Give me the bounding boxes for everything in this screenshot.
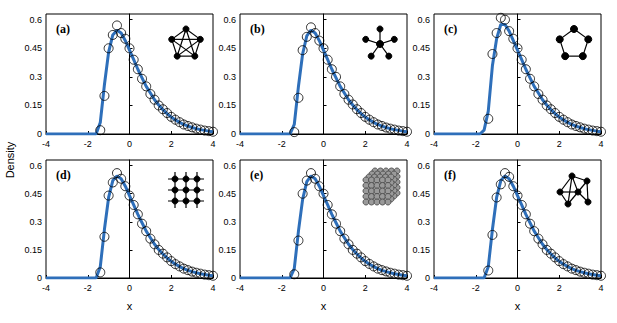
svg-text:-2: -2 <box>278 139 286 149</box>
svg-text:2: 2 <box>363 139 368 149</box>
svg-text:0.15: 0.15 <box>412 100 430 110</box>
svg-text:0.6: 0.6 <box>417 15 430 25</box>
svg-text:2: 2 <box>169 283 174 293</box>
svg-text:0: 0 <box>321 283 326 293</box>
svg-text:2: 2 <box>557 283 562 293</box>
svg-text:0.6: 0.6 <box>223 161 236 171</box>
svg-text:-4: -4 <box>236 283 244 293</box>
svg-text:4: 4 <box>210 139 215 149</box>
svg-text:-2: -2 <box>278 283 286 293</box>
svg-text:-2: -2 <box>472 283 480 293</box>
svg-text:0: 0 <box>515 283 520 293</box>
svg-text:0.45: 0.45 <box>412 189 430 199</box>
svg-text:0: 0 <box>515 139 520 149</box>
svg-text:2: 2 <box>557 139 562 149</box>
svg-text:0: 0 <box>425 129 430 139</box>
svg-text:(c): (c) <box>444 22 457 36</box>
svg-text:x: x <box>515 300 521 312</box>
svg-text:-4: -4 <box>42 139 50 149</box>
svg-text:2: 2 <box>363 283 368 293</box>
svg-text:4: 4 <box>598 139 603 149</box>
svg-text:0.3: 0.3 <box>417 72 430 82</box>
svg-text:0: 0 <box>321 139 326 149</box>
svg-text:(d): (d) <box>56 168 71 182</box>
svg-text:Density: Density <box>4 141 16 178</box>
svg-text:0: 0 <box>127 139 132 149</box>
svg-text:0.6: 0.6 <box>223 15 236 25</box>
svg-text:0.6: 0.6 <box>29 15 42 25</box>
svg-text:0.3: 0.3 <box>223 72 236 82</box>
svg-text:4: 4 <box>404 283 409 293</box>
svg-text:-2: -2 <box>84 283 92 293</box>
svg-text:0.15: 0.15 <box>24 100 42 110</box>
svg-text:(b): (b) <box>250 22 265 36</box>
svg-text:0.45: 0.45 <box>24 43 42 53</box>
svg-text:0: 0 <box>37 273 42 283</box>
svg-text:2: 2 <box>169 139 174 149</box>
svg-text:0.45: 0.45 <box>218 43 236 53</box>
svg-text:0.15: 0.15 <box>218 100 236 110</box>
svg-text:0.6: 0.6 <box>29 161 42 171</box>
svg-text:(f): (f) <box>444 168 456 182</box>
svg-text:x: x <box>127 300 133 312</box>
svg-text:-4: -4 <box>42 283 50 293</box>
svg-text:-4: -4 <box>236 139 244 149</box>
svg-text:x: x <box>321 300 327 312</box>
svg-text:4: 4 <box>404 139 409 149</box>
svg-text:0.45: 0.45 <box>412 43 430 53</box>
svg-text:0.15: 0.15 <box>412 245 430 255</box>
svg-text:0: 0 <box>231 273 236 283</box>
svg-text:(a): (a) <box>56 22 70 36</box>
svg-text:0.3: 0.3 <box>223 217 236 227</box>
svg-text:0.3: 0.3 <box>29 72 42 82</box>
svg-text:0: 0 <box>127 283 132 293</box>
svg-text:-4: -4 <box>430 139 438 149</box>
svg-text:0.45: 0.45 <box>218 189 236 199</box>
svg-text:4: 4 <box>210 283 215 293</box>
svg-text:-2: -2 <box>472 139 480 149</box>
svg-text:0: 0 <box>425 273 430 283</box>
svg-text:0: 0 <box>231 129 236 139</box>
svg-text:-2: -2 <box>84 139 92 149</box>
svg-text:0.3: 0.3 <box>29 217 42 227</box>
svg-text:0.15: 0.15 <box>218 245 236 255</box>
svg-text:4: 4 <box>598 283 603 293</box>
svg-text:(e): (e) <box>250 168 263 182</box>
svg-text:0.15: 0.15 <box>24 245 42 255</box>
svg-text:0: 0 <box>37 129 42 139</box>
svg-text:-4: -4 <box>430 283 438 293</box>
svg-text:0.6: 0.6 <box>417 161 430 171</box>
svg-text:0.3: 0.3 <box>417 217 430 227</box>
svg-text:0.45: 0.45 <box>24 189 42 199</box>
